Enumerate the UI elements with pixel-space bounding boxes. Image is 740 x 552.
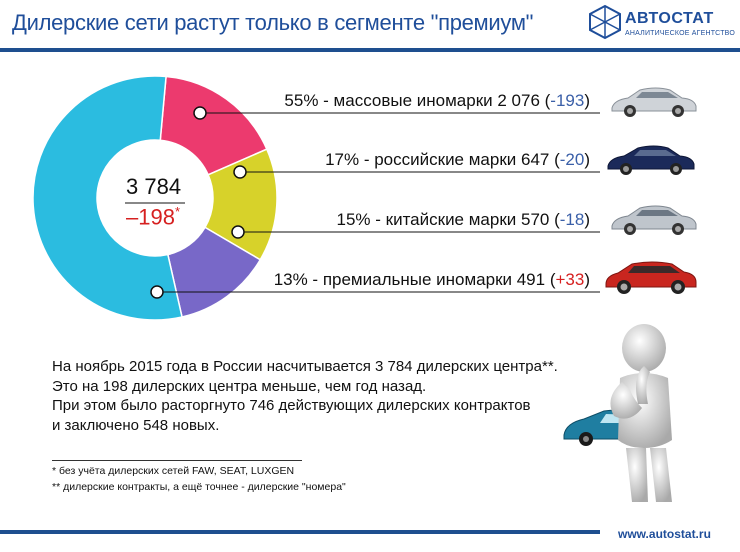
red-suv-car-icon xyxy=(605,261,697,294)
silver-sedan-2-car-icon xyxy=(611,205,697,235)
footnote-divider xyxy=(52,460,302,461)
legend-row-mass: 55% - массовые иномарки 2 076 (-193) xyxy=(284,91,590,111)
donut-slice-0 xyxy=(32,75,183,321)
autostat-logo: АВТОСТАТ АНАЛИТИЧЕСКОЕ АГЕНТСТВО xyxy=(587,4,737,44)
summary-line-2: Это на 198 дилерских центра меньше, чем … xyxy=(52,377,427,395)
legend-change: +33 xyxy=(555,270,585,289)
donut-hole xyxy=(97,140,213,256)
legend-text: 55% - массовые иномарки 2 076 ( xyxy=(284,91,551,110)
footer-divider xyxy=(0,530,600,534)
legend-close: ) xyxy=(584,210,590,229)
legend-text: 17% - российские марки 647 ( xyxy=(325,150,560,169)
legend-row-premium: 13% - премиальные иномарки 491 (+33) xyxy=(274,270,590,290)
summary-line-1: На ноябрь 2015 года в России насчитывает… xyxy=(52,358,558,375)
logo-mark-icon xyxy=(589,4,621,40)
navy-sedan-car-icon xyxy=(607,145,695,175)
leader-dot-2 xyxy=(231,225,245,239)
legend-close: ) xyxy=(584,150,590,169)
leader-dot-3 xyxy=(150,285,164,299)
summary-text: На ноябрь 2015 года в России насчитывает… xyxy=(52,357,558,435)
footnote-2: ** дилерские контракты, а ещё точнее - д… xyxy=(52,481,346,493)
center-change-value: –198 xyxy=(126,204,175,230)
legend-close: ) xyxy=(584,270,590,289)
legend-text: 13% - премиальные иномарки 491 ( xyxy=(273,270,556,289)
site-url: www.autostat.ru xyxy=(618,527,711,541)
legend-change: -20 xyxy=(559,150,585,169)
summary-line-4: и заключено 548 новых. xyxy=(52,416,220,434)
donut-center-change: –198* xyxy=(126,204,180,230)
silver-sedan-car-icon xyxy=(611,87,697,117)
header-divider xyxy=(0,48,740,52)
center-change-mark: * xyxy=(174,204,181,219)
legend-row-russian: 17% - российские марки 647 (-20) xyxy=(325,150,590,170)
logo-name: АВТОСТАТ xyxy=(625,10,714,27)
donut-center-total: 3 784 xyxy=(126,174,182,199)
legend-change: -193 xyxy=(550,91,585,110)
leader-dot-0 xyxy=(193,106,207,120)
leader-dot-1 xyxy=(233,165,247,179)
footnote-1: * без учёта дилерских сетей FAW, SEAT, L… xyxy=(52,465,295,477)
thinking-person-icon xyxy=(610,324,672,502)
logo-subtitle: АНАЛИТИЧЕСКОЕ АГЕНТСТВО xyxy=(625,30,735,37)
legend-change: -18 xyxy=(559,210,585,229)
legend-text: 15% - китайские марки 570 ( xyxy=(336,210,560,229)
page-title: Дилерские сети растут только в сегменте … xyxy=(12,10,534,35)
legend-close: ) xyxy=(584,91,590,110)
legend-row-chinese: 15% - китайские марки 570 (-18) xyxy=(337,210,590,230)
summary-line-3: При этом было расторгнуто 746 действующи… xyxy=(52,397,531,414)
